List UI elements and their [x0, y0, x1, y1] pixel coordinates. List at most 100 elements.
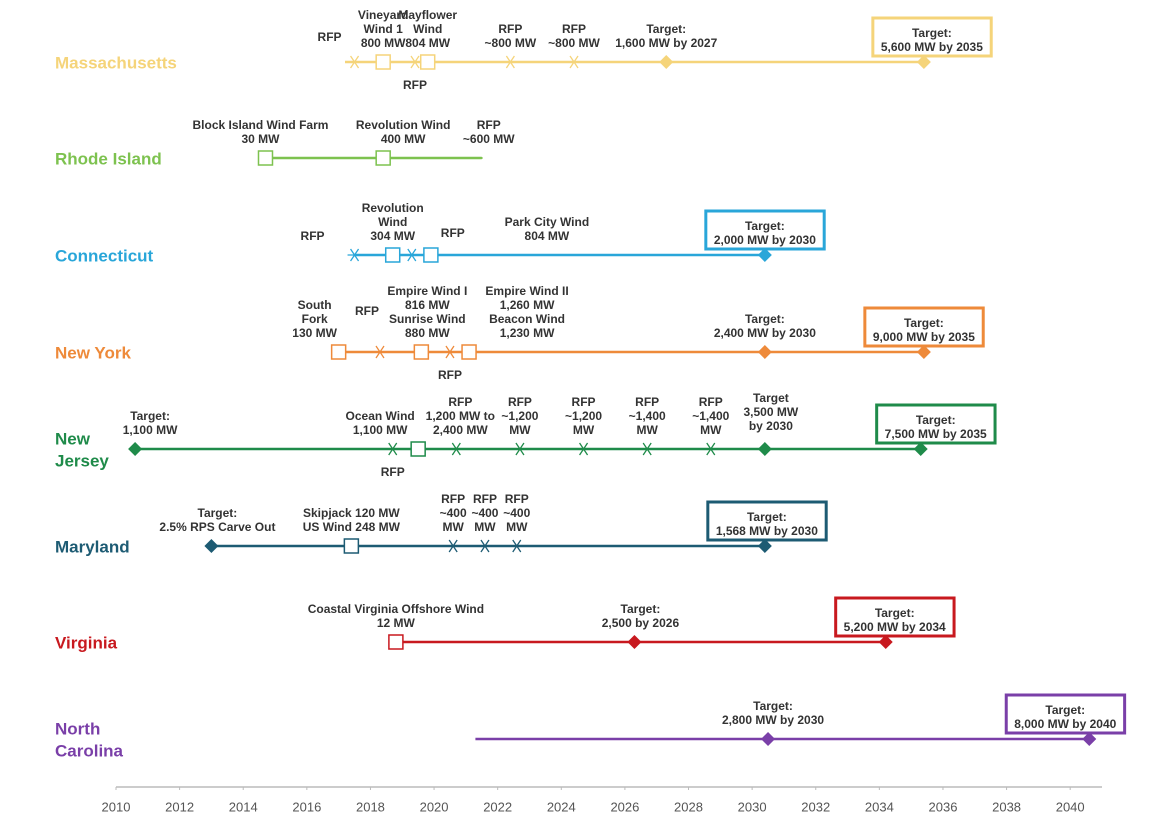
square-marker — [388, 634, 404, 650]
x-tick-label: 2026 — [610, 799, 639, 814]
event-label: 1,230 MW — [500, 326, 555, 340]
event-label: ~1,400 — [692, 409, 729, 423]
event-label: RFP — [448, 395, 472, 409]
event-label: ~600 MW — [463, 132, 515, 146]
event-label: 804 MW — [525, 229, 570, 243]
diamond-marker — [913, 442, 928, 456]
box-border — [706, 500, 828, 542]
event-label: Block Island Wind Farm — [193, 118, 329, 132]
event-label: Target: — [745, 219, 785, 233]
event-label: 1,260 MW — [500, 298, 555, 312]
diamond-marker — [757, 442, 772, 456]
box-border — [704, 209, 826, 251]
event-label: 1,100 MW — [123, 423, 178, 437]
event-label: RFP — [572, 395, 596, 409]
star-marker — [446, 539, 461, 553]
event-label: RFP — [635, 395, 659, 409]
event-label: Skipjack 120 MW — [303, 506, 400, 520]
event-label: RFP — [562, 22, 586, 36]
square-marker — [257, 150, 274, 166]
target-box: Target:8,000 MW by 2040 — [1004, 693, 1127, 735]
x-tick-label: 2034 — [865, 799, 894, 814]
x-tick-label: 2038 — [992, 799, 1021, 814]
event-label: 2,800 MW by 2030 — [722, 713, 824, 727]
event-label: RFP — [318, 30, 342, 44]
star-marker — [576, 442, 591, 456]
event-label: Mayflower — [398, 8, 457, 22]
event-label: by 2030 — [749, 419, 793, 433]
diamond-marker — [1082, 732, 1097, 746]
state-row: Virginia Coastal Virginia Offshore Wind12… — [55, 596, 956, 652]
event-label: Beacon Wind — [489, 312, 565, 326]
box-border — [863, 306, 985, 348]
event-label: 2,500 by 2026 — [602, 616, 680, 630]
event-label: Park City Wind — [505, 215, 590, 229]
event-label: ~800 MW — [485, 36, 537, 50]
event-label: ~400 — [503, 506, 530, 520]
event-label: Target: — [875, 606, 915, 620]
square-marker — [461, 344, 477, 360]
state-name: Jersey — [55, 451, 109, 470]
diamond-marker — [128, 442, 143, 456]
event-label: RFP — [505, 492, 529, 506]
event-label: 12 MW — [377, 616, 416, 630]
event-label: 7,500 MW by 2035 — [885, 427, 987, 441]
star-marker — [477, 539, 492, 553]
event-label: ~400 — [471, 506, 498, 520]
event-label: Wind — [413, 22, 442, 36]
event-label: RFP — [438, 368, 462, 382]
event-label: 5,600 MW by 2035 — [881, 40, 983, 54]
square-marker — [419, 54, 436, 70]
event-label: Wind 1 — [364, 22, 404, 36]
event-label: RFP — [403, 78, 427, 92]
diamond-marker — [761, 732, 776, 746]
event-label: Target — [753, 391, 789, 405]
event-label: RFP — [355, 304, 379, 318]
event-label: MW — [700, 423, 722, 437]
event-label: RFP — [508, 395, 532, 409]
state-name: Carolina — [55, 741, 124, 760]
state-name: Virginia — [55, 633, 118, 652]
box-border — [875, 403, 997, 445]
event-label: Empire Wind II — [485, 284, 568, 298]
event-label: Target: — [912, 26, 952, 40]
event-label: RFP — [477, 118, 501, 132]
square-marker — [423, 247, 439, 263]
star-marker — [503, 55, 518, 69]
state-name: Rhode Island — [55, 149, 162, 168]
diamond-marker — [916, 345, 931, 359]
event-label: Coastal Virginia Offshore Wind — [308, 602, 484, 616]
event-label: Vineyard — [358, 8, 408, 22]
diamond-marker — [757, 248, 772, 262]
target-box: Target:9,000 MW by 2035 — [863, 306, 985, 348]
event-label: Target: — [198, 506, 238, 520]
event-label: Target: — [916, 413, 956, 427]
star-marker — [703, 442, 718, 456]
event-label: 800 MW — [361, 36, 406, 50]
event-label: Target: — [745, 312, 785, 326]
diamond-marker — [627, 635, 642, 649]
event-label: RFP — [381, 465, 405, 479]
event-label: 3,500 MW — [744, 405, 799, 419]
event-label: RFP — [498, 22, 522, 36]
square-marker — [343, 538, 360, 554]
x-tick-label: 2018 — [356, 799, 385, 814]
x-tick-label: 2040 — [1056, 799, 1085, 814]
event-label: ~400 — [440, 506, 467, 520]
event-label: 5,200 MW by 2034 — [844, 620, 946, 634]
x-tick-label: 2022 — [483, 799, 512, 814]
event-label: 816 MW — [405, 298, 450, 312]
square-marker — [375, 54, 391, 70]
star-marker — [372, 345, 387, 359]
event-label: 9,000 MW by 2035 — [873, 330, 975, 344]
star-marker — [385, 442, 400, 456]
state-name: New York — [55, 343, 131, 362]
target-box: Target:7,500 MW by 2035 — [875, 403, 997, 445]
event-label: Target: — [646, 22, 686, 36]
